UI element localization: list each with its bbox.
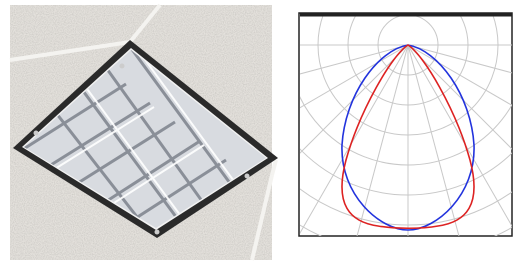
screw bbox=[34, 131, 39, 136]
screw bbox=[120, 64, 125, 69]
fixture-photo bbox=[0, 5, 280, 260]
page: (() => { const data = JSON.parse(documen… bbox=[0, 0, 515, 265]
screw bbox=[245, 174, 250, 179]
screw bbox=[155, 230, 160, 235]
screenshot bbox=[0, 0, 515, 265]
